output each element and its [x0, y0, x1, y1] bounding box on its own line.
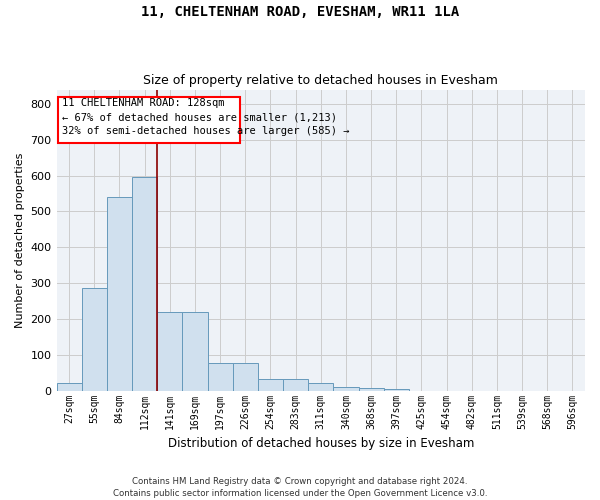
- Text: 11 CHELTENHAM ROAD: 128sqm
← 67% of detached houses are smaller (1,213)
32% of s: 11 CHELTENHAM ROAD: 128sqm ← 67% of deta…: [62, 98, 349, 136]
- Bar: [182, 312, 208, 390]
- Text: 11, CHELTENHAM ROAD, EVESHAM, WR11 1LA: 11, CHELTENHAM ROAD, EVESHAM, WR11 1LA: [141, 5, 459, 19]
- Bar: [308, 384, 334, 390]
- X-axis label: Distribution of detached houses by size in Evesham: Distribution of detached houses by size …: [167, 437, 474, 450]
- Bar: [334, 387, 359, 390]
- Bar: [82, 288, 107, 390]
- Bar: [107, 197, 132, 390]
- Bar: [258, 379, 283, 390]
- Bar: [208, 362, 233, 390]
- FancyBboxPatch shape: [58, 96, 240, 144]
- Bar: [359, 388, 383, 390]
- Bar: [132, 178, 157, 390]
- Title: Size of property relative to detached houses in Evesham: Size of property relative to detached ho…: [143, 74, 498, 87]
- Bar: [157, 312, 182, 390]
- Text: Contains HM Land Registry data © Crown copyright and database right 2024.
Contai: Contains HM Land Registry data © Crown c…: [113, 476, 487, 498]
- Bar: [283, 379, 308, 390]
- Y-axis label: Number of detached properties: Number of detached properties: [15, 152, 25, 328]
- Bar: [233, 362, 258, 390]
- Bar: [56, 384, 82, 390]
- Bar: [383, 389, 409, 390]
